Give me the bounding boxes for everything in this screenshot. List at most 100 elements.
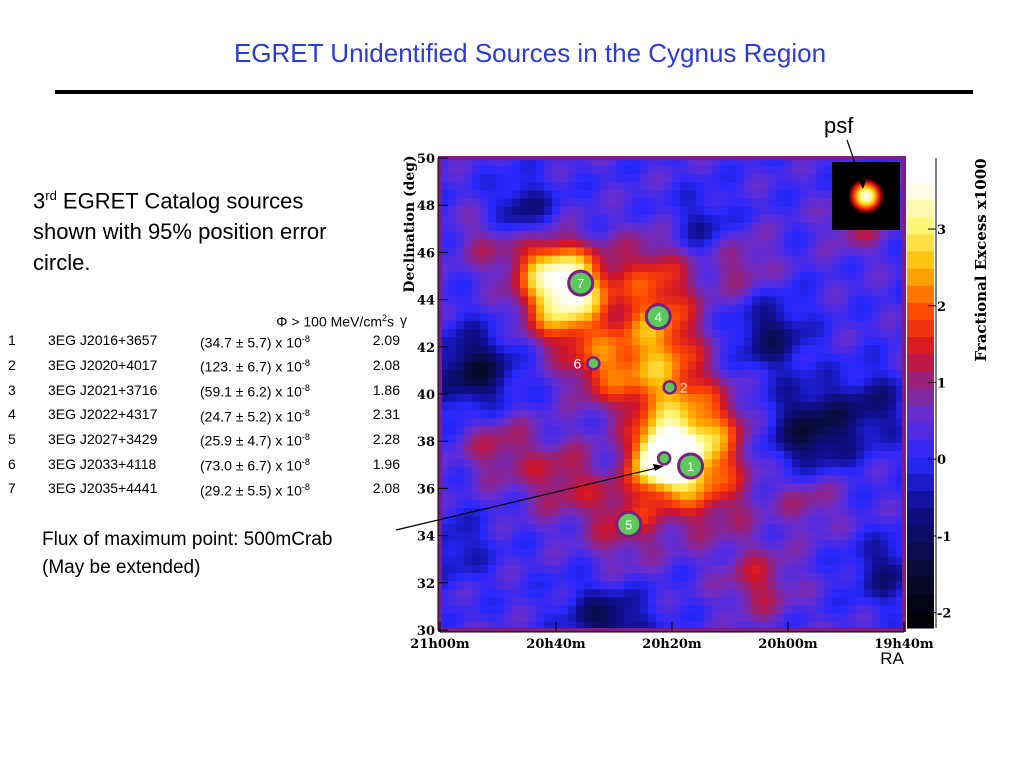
heatmap-cell: [472, 288, 481, 297]
heatmap-cell: [800, 328, 809, 338]
heatmap-cell: [472, 573, 481, 582]
heatmap-cell: [504, 418, 513, 428]
heatmap-cell: [520, 312, 529, 322]
heatmap-cell: [776, 166, 785, 175]
heatmap-cell: [560, 369, 569, 379]
heatmap-cell: [464, 491, 473, 501]
heatmap-cell: [488, 613, 497, 623]
heatmap-cell: [608, 231, 617, 240]
heatmap-cell: [848, 418, 857, 428]
heatmap-cell: [712, 581, 721, 590]
heatmap-cell: [632, 394, 641, 403]
heatmap-cell: [840, 280, 849, 289]
heatmap-cell: [688, 434, 697, 444]
heatmap-cell: [752, 426, 761, 436]
colorbar-swatch: [907, 525, 934, 543]
heatmap-cell: [592, 597, 601, 607]
heatmap-cell: [568, 174, 577, 184]
heatmap-cell: [728, 304, 737, 314]
heatmap-cell: [616, 621, 625, 631]
heatmap-cell: [840, 255, 849, 265]
heatmap-cell: [464, 255, 473, 265]
heatmap-cell: [656, 402, 665, 411]
heatmap-cell: [672, 434, 681, 444]
heatmap-cell: [816, 190, 825, 200]
heatmap-cell: [536, 328, 545, 338]
heatmap-cell: [592, 239, 601, 249]
heatmap-cell: [776, 174, 785, 184]
heatmap-cell: [880, 621, 889, 631]
heatmap-cell: [616, 573, 625, 582]
heatmap-cell: [744, 426, 753, 436]
heatmap-cell: [624, 361, 633, 371]
heatmap-cell: [552, 597, 561, 607]
heatmap-cell: [520, 483, 529, 493]
heatmap-cell: [872, 353, 881, 363]
heatmap-cell: [888, 516, 897, 525]
heatmap-cell: [864, 288, 873, 297]
heatmap-cell: [704, 573, 713, 582]
heatmap-cell: [592, 613, 601, 623]
heatmap-cell: [816, 434, 825, 444]
heatmap-cell: [568, 385, 577, 395]
heatmap-cell: [744, 231, 753, 240]
heatmap-cell: [512, 255, 521, 265]
heatmap-cell: [736, 158, 745, 167]
heatmap-cell: [680, 532, 689, 542]
intro-ordinal-suffix: rd: [45, 188, 57, 203]
heatmap-cell: [784, 320, 793, 330]
heatmap-cell: [536, 402, 545, 411]
heatmap-cell: [848, 491, 857, 501]
heatmap-cell: [760, 190, 769, 200]
heatmap-cell: [808, 426, 817, 436]
heatmap-cell: [760, 158, 769, 167]
heatmap-cell: [896, 605, 905, 615]
heatmap-cell: [448, 418, 457, 428]
heatmap-cell: [848, 271, 857, 281]
heatmap-cell: [600, 499, 609, 509]
heatmap-cell: [464, 581, 473, 590]
heatmap-cell: [600, 198, 609, 208]
heatmap-cell: [784, 271, 793, 281]
heatmap-cell: [576, 320, 585, 330]
heatmap-cell: [504, 377, 513, 387]
heatmap-cell: [848, 361, 857, 371]
heatmap-cell: [576, 426, 585, 436]
heatmap-cell: [576, 206, 585, 216]
heatmap-cell: [736, 345, 745, 354]
heatmap-cell: [552, 223, 561, 232]
heatmap-cell: [488, 288, 497, 297]
heatmap-cell: [848, 320, 857, 330]
heatmap-cell: [896, 255, 905, 265]
source-flux: (59.1 ± 6.2) x 10-8: [200, 379, 350, 404]
heatmap-cell: [896, 402, 905, 411]
heatmap-cell: [528, 247, 537, 257]
heatmap-cell: [448, 296, 457, 306]
heatmap-cell: [512, 231, 521, 240]
heatmap-cell: [504, 507, 513, 517]
heatmap-cell: [504, 394, 513, 403]
heatmap-cell: [608, 434, 617, 444]
intro-description: EGRET Catalog sources shown with 95% pos…: [33, 188, 327, 276]
heatmap-cell: [656, 190, 665, 200]
heatmap-cell: [784, 475, 793, 485]
table-row: 6 3EG J2033+4118 (73.0 ± 6.7) x 10-8 1.96: [8, 453, 407, 478]
heatmap-cell: [496, 182, 505, 192]
heatmap-cell: [600, 239, 609, 249]
heatmap-cell: [752, 410, 761, 420]
heatmap-cell: [800, 548, 809, 558]
heatmap-cell: [576, 361, 585, 371]
heatmap-cell: [808, 556, 817, 566]
heatmap-cell: [776, 434, 785, 444]
heatmap-cell: [720, 369, 729, 379]
heatmap-cell: [568, 231, 577, 240]
heatmap-cell: [536, 573, 545, 582]
heatmap-cell: [496, 158, 505, 167]
heatmap-cell: [448, 556, 457, 566]
heatmap-cell: [712, 418, 721, 428]
heatmap-cell: [504, 581, 513, 590]
heatmap-cell: [472, 271, 481, 281]
heatmap-cell: [512, 174, 521, 184]
heatmap-cell: [744, 483, 753, 493]
heatmap-cell: [728, 394, 737, 403]
